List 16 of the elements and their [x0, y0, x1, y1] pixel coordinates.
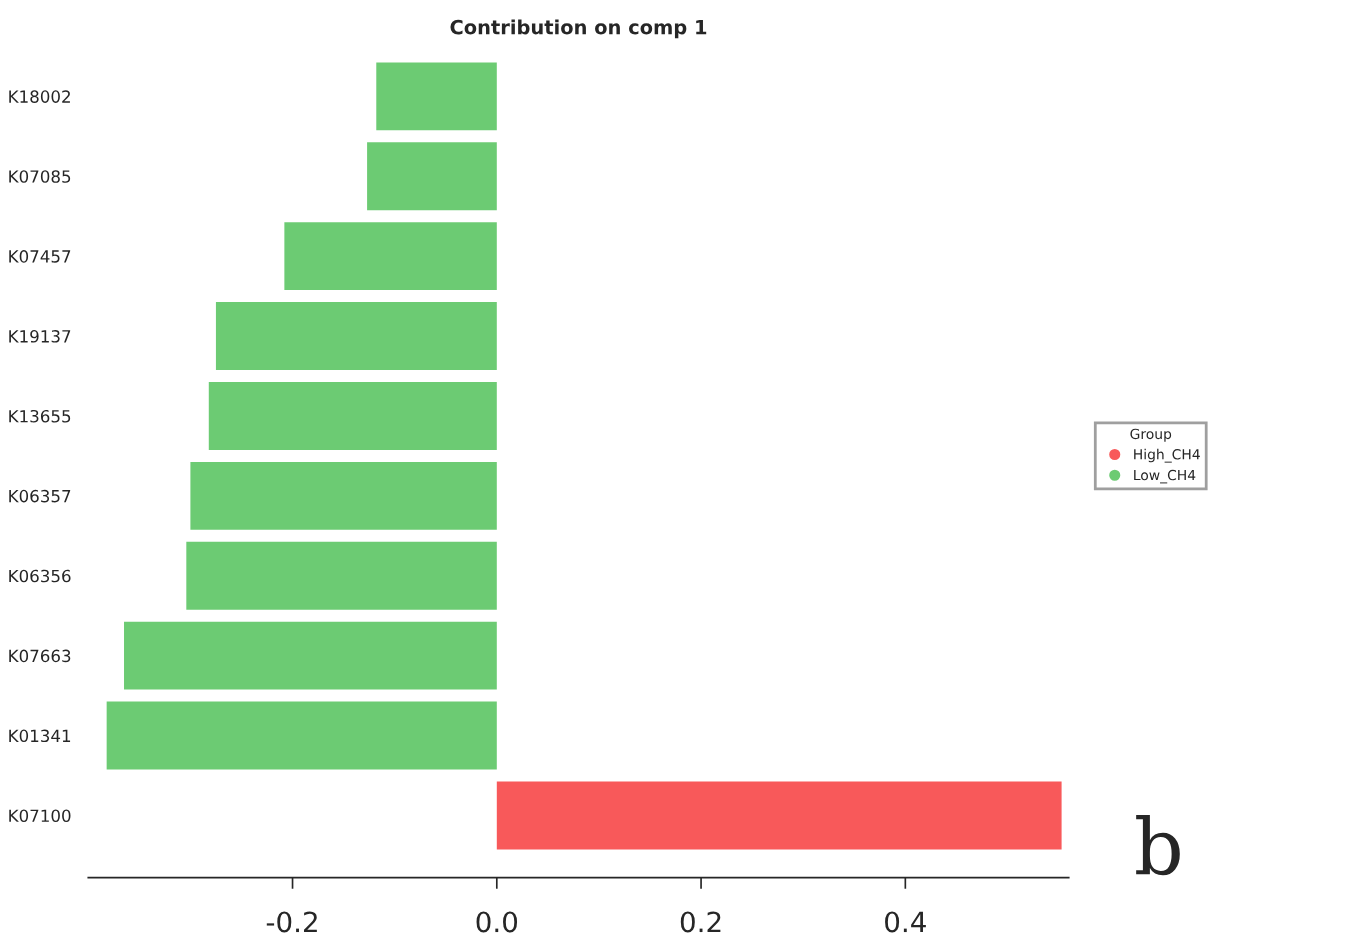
- y-tick-label: K13655: [9, 409, 71, 423]
- y-tick-label: K07085: [9, 170, 71, 183]
- y-tick-label: K01341: [9, 729, 71, 743]
- y-tick-label: K07663: [9, 649, 71, 663]
- y-tick-label: K07100: [9, 809, 71, 823]
- text: b: [1136, 815, 1180, 876]
- x-tick-label: -0.2: [266, 911, 317, 933]
- x-tick-label: 0.0: [476, 911, 518, 933]
- chart-title: Contribution on comp 1: [450, 19, 707, 39]
- y-tick-label: K07457: [9, 250, 71, 263]
- y-tick-label: K06356: [9, 569, 71, 583]
- x-tick-label: 0.2: [680, 911, 721, 933]
- y-tick-label: K06357: [9, 489, 71, 503]
- y-tick-label: K18002: [9, 90, 70, 103]
- x-tick-label: 0.4: [885, 911, 926, 933]
- y-tick-label: K19137: [9, 330, 71, 343]
